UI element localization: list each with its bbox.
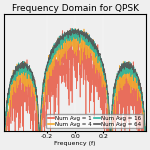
Legend: Num Avg = 1, Num Avg = 4, Num Avg = 16, Num Avg = 64: Num Avg = 1, Num Avg = 4, Num Avg = 16, … bbox=[46, 114, 143, 128]
X-axis label: Frequency (f): Frequency (f) bbox=[54, 141, 96, 146]
Title: Frequency Domain for QPSK: Frequency Domain for QPSK bbox=[12, 4, 138, 13]
